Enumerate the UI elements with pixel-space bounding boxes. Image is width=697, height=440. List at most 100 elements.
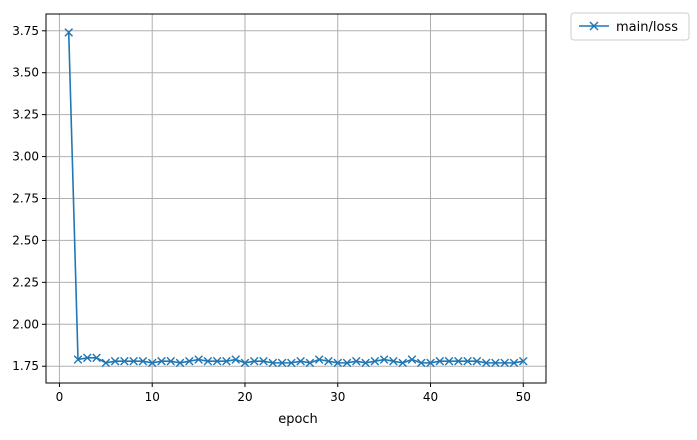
data-point-marker (240, 358, 250, 368)
data-point-marker (379, 355, 389, 364)
y-tick-label: 3.25 (12, 108, 39, 122)
marker-stroke (463, 356, 472, 366)
data-point-marker (500, 358, 510, 368)
marker-stroke (203, 356, 213, 366)
data-point-marker (101, 358, 111, 368)
marker-stroke (268, 358, 278, 368)
marker-stroke (435, 356, 445, 366)
x-tick-label: 50 (516, 390, 531, 404)
marker-stroke (120, 356, 129, 366)
data-point-marker (110, 356, 120, 366)
marker-stroke (509, 358, 519, 368)
marker-stroke (138, 356, 148, 366)
marker-stroke (416, 358, 426, 368)
marker-stroke (518, 356, 528, 366)
data-point-marker (398, 358, 407, 368)
marker-stroke (185, 356, 194, 366)
marker-stroke (472, 356, 482, 366)
data-point-marker (314, 355, 324, 364)
data-point-marker (129, 356, 138, 366)
data-point-marker (518, 356, 528, 366)
marker-stroke (500, 358, 510, 368)
marker-stroke (305, 358, 315, 368)
marker-stroke (82, 353, 92, 363)
marker-stroke (444, 356, 454, 366)
data-point-marker (138, 356, 148, 366)
data-point-marker (212, 356, 222, 366)
y-tick-label: 2.50 (12, 233, 39, 247)
data-point-marker (259, 356, 268, 366)
data-point-marker (444, 356, 454, 366)
marker-stroke (287, 358, 296, 368)
series-line-main-loss (67, 32, 524, 364)
marker-stroke (454, 356, 463, 366)
data-point-marker (268, 358, 278, 368)
y-tick-label: 3.75 (12, 24, 39, 38)
marker-stroke (352, 356, 361, 366)
marker-stroke (491, 358, 500, 368)
data-point-marker (472, 356, 482, 366)
marker-stroke (314, 355, 324, 364)
marker-stroke (426, 358, 435, 368)
data-point-marker (194, 355, 203, 364)
x-axis-label: epoch (278, 412, 318, 427)
marker-stroke (296, 356, 305, 366)
data-point-marker (82, 353, 92, 363)
marker-stroke (73, 355, 83, 364)
data-point-marker (426, 358, 435, 368)
marker-stroke (361, 358, 370, 368)
marker-stroke (175, 358, 185, 368)
data-point-marker (416, 358, 426, 368)
data-point-marker (435, 356, 445, 366)
data-point-marker (231, 355, 240, 364)
data-point-marker (454, 356, 463, 366)
marker-stroke (166, 356, 176, 366)
marker-stroke (129, 356, 138, 366)
marker-stroke (222, 356, 231, 366)
y-tick-label: 2.25 (12, 275, 39, 289)
marker-stroke (370, 356, 380, 366)
data-point-marker (157, 356, 166, 366)
marker-stroke (110, 356, 120, 366)
marker-stroke (64, 28, 74, 37)
data-point-marker (92, 353, 101, 363)
y-tick-label: 3.50 (12, 66, 39, 80)
marker-stroke (240, 358, 250, 368)
data-point-marker (147, 358, 157, 368)
marker-stroke (389, 356, 398, 366)
marker-stroke (249, 356, 259, 366)
y-tick-label: 3.00 (12, 150, 39, 164)
data-point-marker (277, 358, 287, 368)
data-point-marker (491, 358, 500, 368)
data-point-marker (463, 356, 472, 366)
x-axis-ticks: 0 10 20 30 40 50 (56, 383, 531, 404)
marker-stroke (231, 355, 240, 364)
data-point-marker (370, 356, 380, 366)
data-point-marker (389, 356, 398, 366)
data-point-marker (407, 355, 417, 364)
data-point-marker (203, 356, 213, 366)
data-point-marker (361, 358, 370, 368)
legend-box (570, 12, 690, 41)
marker-stroke (92, 353, 101, 363)
data-point-marker (64, 28, 74, 37)
marker-stroke (379, 355, 389, 364)
data-point-marker (333, 358, 343, 368)
marker-stroke (324, 356, 333, 366)
x-tick-label: 40 (423, 390, 438, 404)
data-point-marker (175, 358, 185, 368)
data-point-marker (305, 358, 315, 368)
y-tick-label: 2.00 (12, 317, 39, 331)
y-axis-ticks: 1.75 2.00 2.25 2.50 2.75 3.00 3.25 3.50 3.75 (12, 24, 46, 373)
data-point-marker (481, 358, 491, 368)
grid-lines (46, 14, 546, 383)
x-tick-label: 0 (56, 390, 64, 404)
data-point-marker (249, 356, 259, 366)
data-point-marker (509, 358, 519, 368)
marker-stroke (259, 356, 268, 366)
x-tick-label: 30 (330, 390, 345, 404)
legend: main/loss (570, 12, 690, 41)
data-point-marker (185, 356, 194, 366)
